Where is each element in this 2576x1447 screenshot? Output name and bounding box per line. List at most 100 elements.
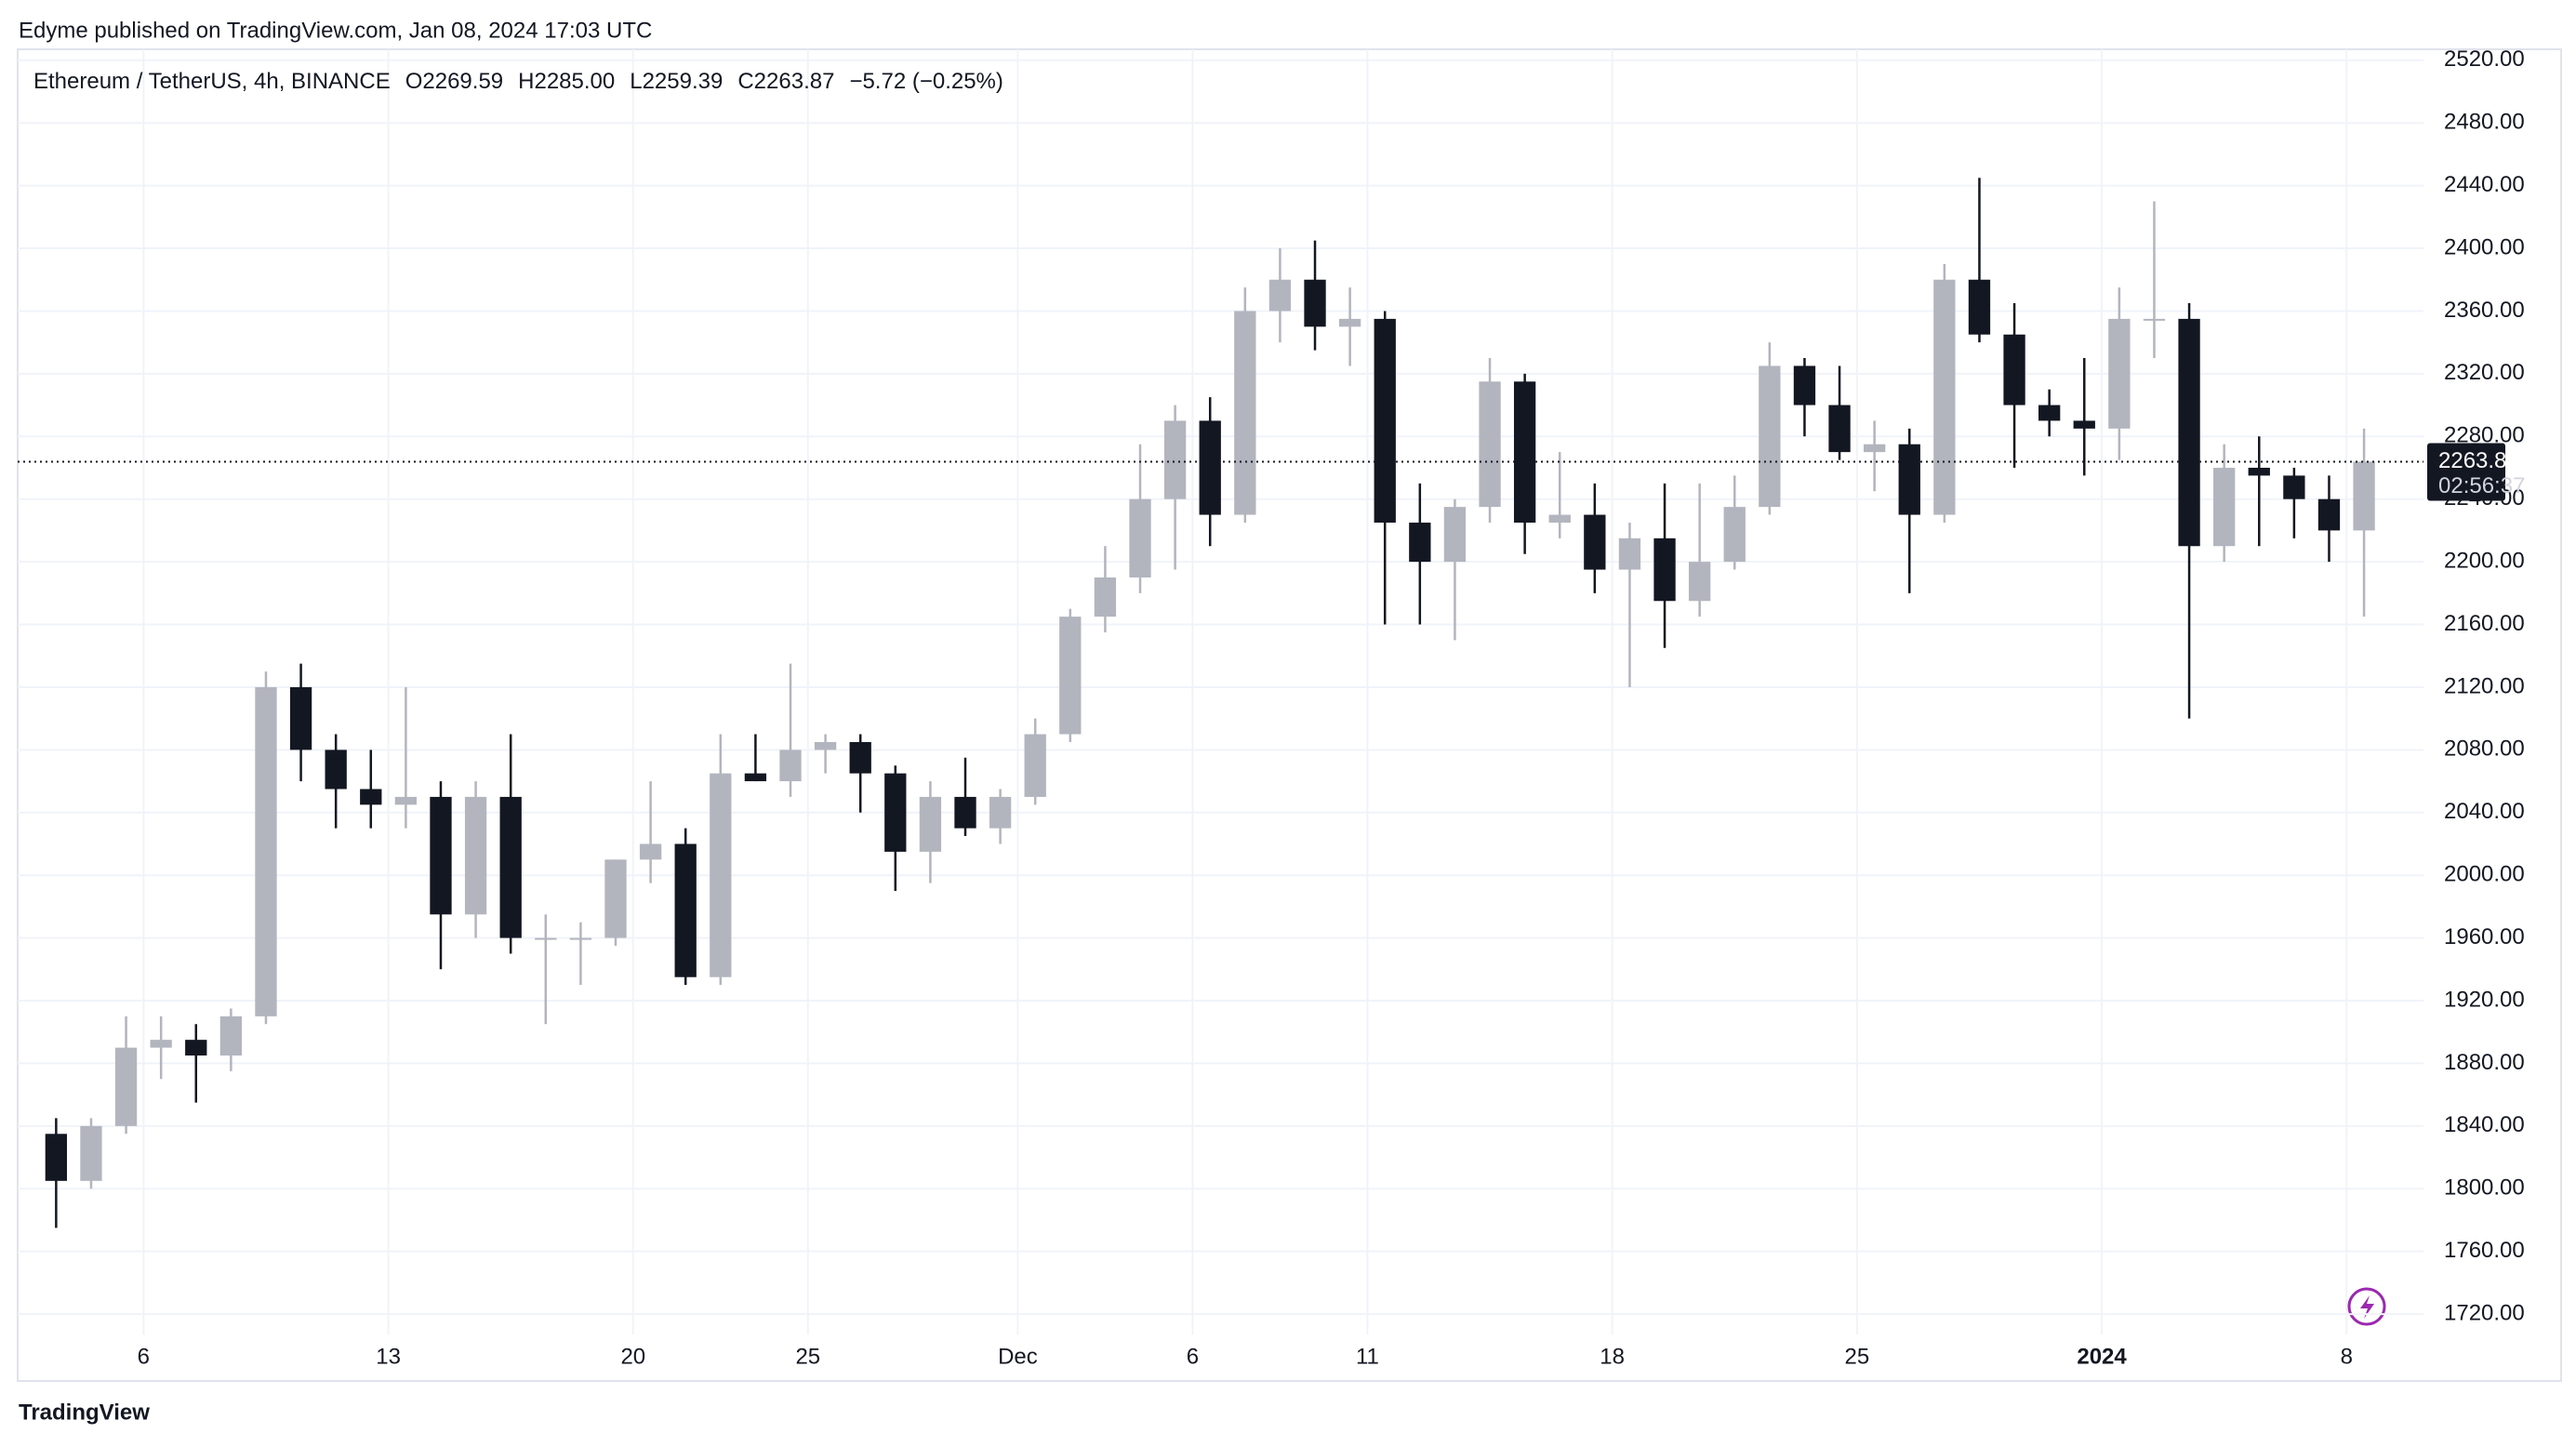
y-tick-label: 1840.00 (2444, 1112, 2525, 1137)
x-tick-label: 6 (1187, 1344, 1199, 1369)
y-tick-label: 1880.00 (2444, 1050, 2525, 1075)
candle-body (2003, 334, 2025, 405)
candle-body (1199, 420, 1221, 515)
countdown-label: 02:56:37 (2438, 473, 2525, 498)
candle-body (1968, 279, 1991, 335)
candle-body (1024, 734, 1046, 797)
ohlc-value: L2259.39 (630, 69, 723, 94)
y-tick-label: 1960.00 (2444, 924, 2525, 949)
y-tick-label: 1800.00 (2444, 1175, 2525, 1201)
x-tick-label: 8 (2341, 1344, 2353, 1369)
candle-body (639, 843, 662, 860)
y-tick-label: 1720.00 (2444, 1300, 2525, 1325)
bolt-icon (2347, 1287, 2386, 1326)
y-tick-label: 2440.00 (2444, 172, 2525, 197)
candle-body (849, 741, 871, 774)
candle-body (2353, 461, 2375, 531)
published-note: Edyme published on TradingView.com, Jan … (19, 18, 652, 43)
candle-body (1933, 279, 1956, 515)
candle-body (2073, 420, 2095, 429)
y-tick-label: 2200.00 (2444, 548, 2525, 573)
candle-body (2143, 318, 2166, 321)
candle-body (1234, 311, 1256, 515)
x-tick-label: 6 (138, 1344, 150, 1369)
candle-body (1898, 444, 1920, 515)
candle-body (1863, 444, 1886, 453)
x-tick-label: 11 (1356, 1344, 1379, 1369)
y-tick-label: 1920.00 (2444, 987, 2525, 1012)
y-tick-label: 2080.00 (2444, 737, 2525, 762)
y-tick-label: 2320.00 (2444, 360, 2525, 385)
candle-body (2248, 467, 2270, 476)
x-tick-label: 2024 (2077, 1344, 2127, 1369)
candle-body (150, 1040, 172, 1048)
symbol-name: Ethereum / TetherUS, 4h, BINANCE (33, 69, 391, 94)
candle-body (1618, 538, 1641, 570)
candle-body (394, 796, 418, 805)
candle-body (499, 796, 522, 938)
candle-body (360, 789, 382, 805)
candle-body (80, 1125, 102, 1181)
y-tick-label: 2480.00 (2444, 110, 2525, 135)
candle-body (569, 937, 592, 940)
candle-body (255, 686, 277, 1016)
candle-body (2283, 475, 2305, 499)
candle-body (2213, 467, 2236, 547)
ohlc-value: −5.72 (−0.25%) (849, 69, 1003, 94)
candle-body (535, 937, 557, 940)
candle-body (1059, 617, 1082, 735)
y-tick-label: 2400.00 (2444, 234, 2525, 259)
candle-body (1793, 365, 1816, 405)
candle-body (1163, 420, 1187, 499)
x-tick-label: 20 (620, 1344, 645, 1369)
candle-body (1584, 514, 1606, 570)
x-tick-label: 25 (795, 1344, 820, 1369)
x-tick-label: 25 (1845, 1344, 1870, 1369)
candle-body (814, 741, 837, 750)
y-tick-label: 1760.00 (2444, 1238, 2525, 1263)
ohlc-value: C2263.87 (737, 69, 834, 94)
candle-body (2317, 498, 2341, 531)
candle-body (674, 843, 697, 977)
candle-body (1723, 507, 1746, 563)
y-tick-label: 2160.00 (2444, 611, 2525, 636)
candle-body (1268, 279, 1292, 312)
price-box (2427, 443, 2505, 501)
candle-body (219, 1016, 243, 1056)
candle-body (1828, 405, 1851, 453)
y-tick-label: 2040.00 (2444, 799, 2525, 824)
candle-body (1548, 514, 1571, 523)
chart-frame (17, 48, 2562, 1382)
candle-body (289, 686, 312, 750)
candle-body (114, 1047, 138, 1126)
candle-body (1409, 522, 1431, 563)
candle-body (884, 773, 907, 852)
candle-body (1374, 318, 1396, 523)
y-tick-label: 2000.00 (2444, 862, 2525, 887)
candle-body (1338, 318, 1361, 327)
x-tick-label: 13 (376, 1344, 401, 1369)
candle-body (1094, 577, 1117, 617)
candle-body (325, 750, 347, 790)
y-tick-label: 2120.00 (2444, 673, 2525, 698)
candle-body (710, 773, 732, 977)
candle-body (1479, 381, 1501, 508)
candle-body (464, 796, 487, 915)
candle-body (989, 796, 1012, 829)
candle-body (2178, 318, 2200, 547)
footer-logo: TradingView (19, 1400, 150, 1425)
x-tick-label: 18 (1600, 1344, 1625, 1369)
last-price-label: 2263.87 (2438, 448, 2519, 473)
ohlc-value: H2285.00 (518, 69, 615, 94)
candle-body (954, 796, 976, 829)
candle-body (1759, 365, 1781, 508)
candle-body (1688, 562, 1711, 602)
y-tick-label: 2360.00 (2444, 298, 2525, 323)
candle-body (2108, 318, 2131, 429)
candle-body (2038, 405, 2061, 421)
candle-body (779, 750, 802, 782)
candle-body (1443, 507, 1467, 563)
ohlc-value: O2269.59 (405, 69, 503, 94)
